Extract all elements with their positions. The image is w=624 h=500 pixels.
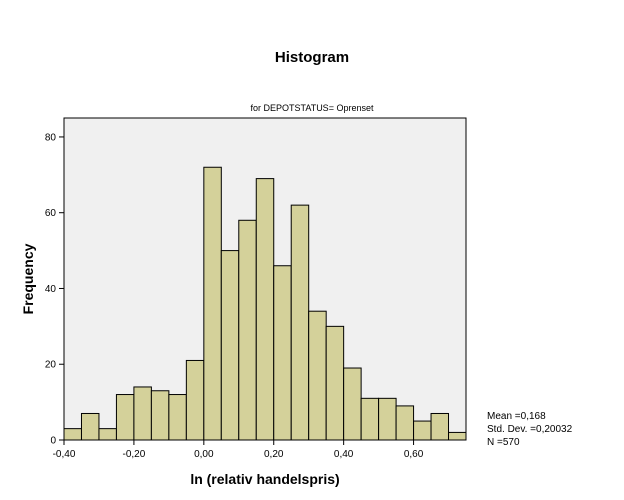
y-tick-label: 0: [50, 436, 56, 447]
stat-std-dev: Std. Dev. =0,20032: [487, 424, 573, 435]
histogram-bar: [63, 428, 82, 441]
x-axis-label: ln (relativ handelspris): [190, 471, 339, 487]
y-tick-label: 20: [45, 360, 57, 371]
x-tick-label: -0,40: [53, 449, 76, 460]
histogram-bar: [308, 310, 327, 441]
histogram-bar: [98, 428, 117, 441]
histogram-bar: [413, 420, 432, 441]
histogram-bar: [378, 397, 397, 441]
x-tick-label: 0,40: [334, 449, 354, 460]
stat-mean: Mean =0,168: [487, 411, 546, 422]
y-axis: 0 20 40 60 80: [45, 132, 64, 447]
histogram-bar: [185, 359, 205, 441]
bars-group: [63, 166, 467, 441]
histogram-bar: [430, 412, 450, 441]
histogram-bar: [448, 431, 467, 441]
histogram-bar: [273, 265, 292, 441]
stat-n: N =570: [487, 437, 520, 448]
histogram-bar: [290, 204, 310, 441]
histogram-bar: [255, 178, 275, 441]
x-tick-label: 0,20: [264, 449, 284, 460]
histogram-bar: [168, 394, 187, 441]
y-tick-label: 80: [45, 132, 57, 143]
histogram-bar: [395, 405, 415, 441]
histogram-bar: [133, 386, 152, 441]
x-tick-label: -0,20: [123, 449, 146, 460]
x-tick-label: 0,60: [404, 449, 424, 460]
chart-subtitle: for DEPOTSTATUS= Oprenset: [251, 103, 374, 113]
histogram-bar: [220, 250, 240, 441]
histogram-bar: [80, 412, 100, 441]
histogram-bar: [238, 219, 257, 441]
y-axis-label: Frequency: [20, 243, 36, 314]
histogram-bar: [150, 390, 170, 441]
chart-title: Histogram: [275, 49, 349, 66]
x-axis: -0,40 -0,20 0,00 0,20 0,40 0,60: [53, 440, 424, 460]
histogram-bar: [343, 367, 362, 441]
x-tick-label: 0,00: [194, 449, 214, 460]
histogram-bar: [360, 397, 380, 441]
y-tick-label: 60: [45, 208, 57, 219]
histogram-bar: [115, 394, 135, 441]
histogram-bar: [325, 325, 345, 441]
y-tick-label: 40: [45, 284, 57, 295]
histogram-bar: [203, 166, 222, 441]
